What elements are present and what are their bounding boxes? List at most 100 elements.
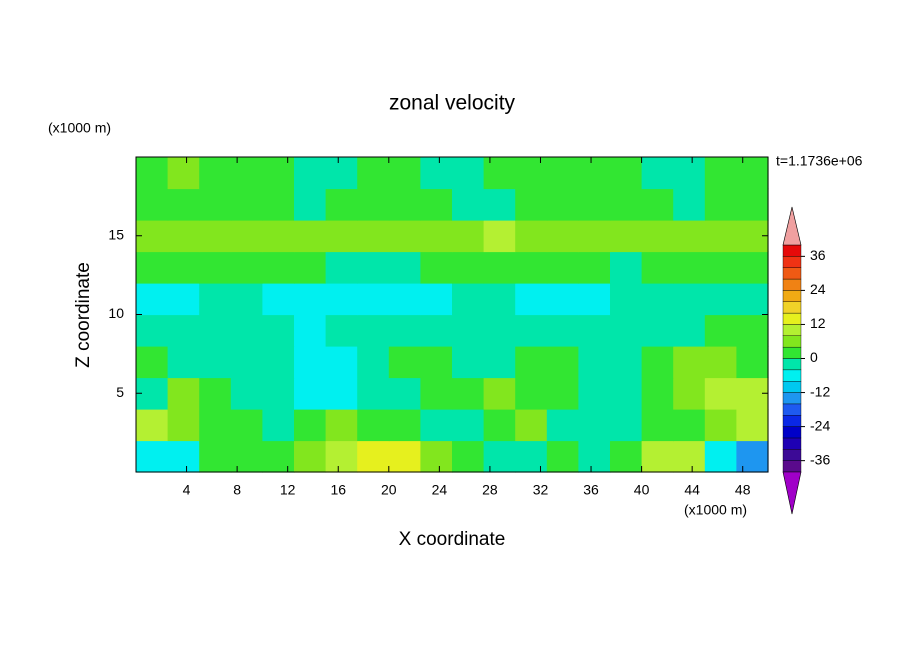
x-tick-label: 24 xyxy=(432,482,448,498)
cell xyxy=(388,314,421,347)
x-tick-label: 28 xyxy=(482,482,498,498)
cell xyxy=(452,251,485,284)
cell xyxy=(452,157,485,190)
cell xyxy=(546,409,579,442)
cell xyxy=(578,157,611,190)
cell xyxy=(199,220,232,253)
cell xyxy=(357,346,390,379)
colorbar-band xyxy=(782,426,802,439)
cell xyxy=(704,251,737,284)
x-axis-label: X coordinate xyxy=(399,529,506,550)
cell xyxy=(388,251,421,284)
cell xyxy=(388,409,421,442)
cell xyxy=(294,377,327,410)
cell xyxy=(610,283,643,316)
colorbar-band xyxy=(782,381,802,393)
cell xyxy=(420,346,453,379)
y-tick-label: 5 xyxy=(116,384,124,400)
cell xyxy=(673,409,706,442)
cell xyxy=(294,188,327,221)
colorbar-band xyxy=(782,324,802,337)
cell xyxy=(167,314,200,347)
cell xyxy=(641,251,674,284)
x-tick-label: 20 xyxy=(381,482,397,498)
cell xyxy=(452,188,485,221)
cell xyxy=(388,440,421,473)
cell xyxy=(483,440,516,473)
cell xyxy=(325,440,358,473)
cell xyxy=(515,377,548,410)
cell xyxy=(230,157,263,190)
cell xyxy=(167,220,200,253)
cell xyxy=(610,409,643,442)
cell xyxy=(420,314,453,347)
cell xyxy=(325,283,358,316)
colorbar-band xyxy=(782,392,802,405)
colorbar-band xyxy=(782,301,802,314)
cell xyxy=(452,220,485,253)
cell xyxy=(420,283,453,316)
cell xyxy=(673,283,706,316)
cell xyxy=(294,251,327,284)
cell xyxy=(294,314,327,347)
cell xyxy=(167,283,200,316)
cell xyxy=(736,314,769,347)
cell xyxy=(452,440,485,473)
cell xyxy=(325,220,358,253)
cell xyxy=(420,377,453,410)
cell xyxy=(388,220,421,253)
cell xyxy=(262,314,295,347)
cell xyxy=(641,314,674,347)
cell xyxy=(546,314,579,347)
colorbar-band xyxy=(782,449,802,461)
colorbar-band xyxy=(782,437,802,450)
x-tick-label: 8 xyxy=(233,482,241,498)
cell xyxy=(388,283,421,316)
cell xyxy=(578,346,611,379)
cell xyxy=(610,314,643,347)
cell xyxy=(136,283,169,316)
cell xyxy=(641,409,674,442)
cell xyxy=(736,440,769,473)
cell xyxy=(199,314,232,347)
cell xyxy=(388,377,421,410)
cell xyxy=(199,346,232,379)
cell xyxy=(736,346,769,379)
cell xyxy=(167,188,200,221)
cell xyxy=(736,188,769,221)
cell xyxy=(325,409,358,442)
cell xyxy=(420,220,453,253)
cell xyxy=(357,188,390,221)
cell xyxy=(673,157,706,190)
cell xyxy=(641,440,674,473)
cell xyxy=(420,157,453,190)
x-tick-label: 4 xyxy=(183,482,191,498)
cell xyxy=(673,220,706,253)
cell xyxy=(294,440,327,473)
cell xyxy=(136,188,169,221)
cell xyxy=(167,377,200,410)
cell xyxy=(262,283,295,316)
cell xyxy=(325,314,358,347)
cell xyxy=(167,251,200,284)
cell xyxy=(357,409,390,442)
cell xyxy=(704,346,737,379)
cell xyxy=(357,251,390,284)
cell xyxy=(325,157,358,190)
cell xyxy=(262,157,295,190)
cell xyxy=(673,251,706,284)
cell xyxy=(452,377,485,410)
cell xyxy=(578,251,611,284)
cell xyxy=(357,157,390,190)
cell xyxy=(578,283,611,316)
colorbar-band xyxy=(782,244,802,257)
cell xyxy=(294,409,327,442)
x-tick-label: 48 xyxy=(735,482,751,498)
cell xyxy=(167,157,200,190)
cell xyxy=(199,188,232,221)
cell xyxy=(452,409,485,442)
colorbar-band xyxy=(782,290,802,302)
y-tick-label: 15 xyxy=(108,226,124,242)
cell xyxy=(610,440,643,473)
cell xyxy=(578,220,611,253)
